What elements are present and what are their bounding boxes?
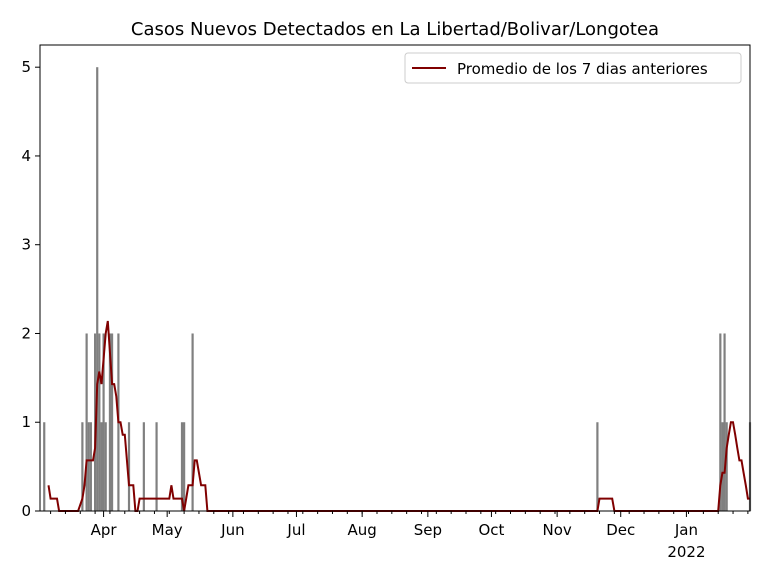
bar-3 [87, 422, 90, 511]
bar-14 [127, 422, 131, 511]
x-tick-sublabel-9: 2022 [667, 543, 705, 561]
y-tick-label-3: 3 [21, 236, 31, 254]
legend-box [404, 52, 742, 84]
bar-8 [100, 422, 103, 511]
bar-22 [721, 422, 724, 511]
x-tick-label-9: Jan [674, 521, 698, 539]
bar-4 [89, 422, 92, 511]
bar-21 [719, 333, 722, 511]
bar-24 [725, 422, 728, 511]
bar-19 [191, 333, 194, 511]
x-tick-label-4: Aug [348, 521, 377, 539]
bar-6 [96, 67, 99, 511]
bars-layer [43, 67, 752, 511]
bar-1 [81, 422, 84, 511]
legend: Promedio de los 7 dias anteriores [404, 52, 742, 84]
bar-20 [596, 422, 599, 511]
bar-17 [180, 422, 184, 511]
y-tick-label-1: 1 [21, 413, 31, 431]
y-tick-label-2: 2 [21, 324, 31, 342]
bar-2 [85, 333, 88, 511]
bar-9 [102, 333, 105, 511]
y-axis: 0 1 2 3 4 5 [21, 58, 40, 520]
legend-label-avg: Promedio de los 7 dias anteriores [457, 60, 708, 78]
bar-16 [155, 422, 158, 511]
bar-18 [183, 422, 186, 511]
x-tick-label-1: May [152, 521, 183, 539]
x-tick-label-0: Apr [91, 521, 118, 539]
y-tick-label-4: 4 [21, 147, 31, 165]
bar-7 [98, 333, 101, 511]
bar-0 [43, 422, 46, 511]
bar-23 [723, 333, 726, 511]
x-tick-label-3: Jul [286, 521, 305, 539]
bar-12 [110, 333, 114, 511]
x-tick-label-8: Dec [606, 521, 635, 539]
plot-frame [39, 44, 751, 512]
x-tick-label-6: Oct [478, 521, 504, 539]
bar-10 [104, 422, 107, 511]
y-tick-label-0: 0 [21, 502, 31, 520]
x-tick-label-2: Jun [220, 521, 244, 539]
x-axis: Apr May Jun Jul Aug Sep Oct Nov Dec Jan 2022 [50, 511, 749, 561]
chart-title: Casos Nuevos Detectados en La Libertad/B… [131, 19, 659, 40]
y-tick-label-5: 5 [21, 58, 31, 76]
bar-11 [108, 333, 112, 511]
x-tick-label-5: Sep [414, 521, 442, 539]
series-line-avg [47, 320, 750, 512]
bar-15 [142, 422, 145, 511]
x-tick-label-7: Nov [542, 521, 571, 539]
